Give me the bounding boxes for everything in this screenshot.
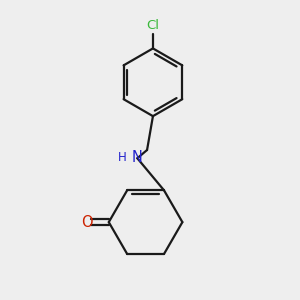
Text: Cl: Cl xyxy=(146,19,159,32)
Text: N: N xyxy=(132,150,143,165)
Text: O: O xyxy=(81,214,93,230)
Text: H: H xyxy=(118,151,126,164)
